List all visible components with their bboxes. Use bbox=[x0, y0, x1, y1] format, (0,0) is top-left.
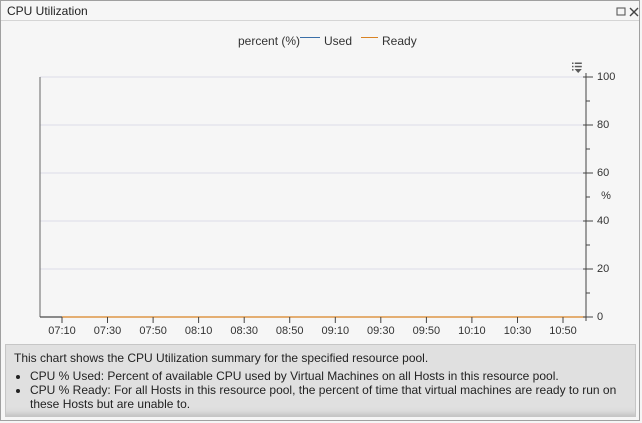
svg-text:10:50: 10:50 bbox=[549, 325, 577, 337]
svg-text:80: 80 bbox=[597, 119, 609, 131]
svg-text:07:10: 07:10 bbox=[48, 325, 76, 337]
svg-text:40: 40 bbox=[597, 215, 609, 227]
svg-text:07:50: 07:50 bbox=[139, 325, 167, 337]
svg-text:08:50: 08:50 bbox=[276, 325, 304, 337]
svg-text:09:50: 09:50 bbox=[413, 325, 441, 337]
svg-text:08:10: 08:10 bbox=[185, 325, 213, 337]
svg-text:10:30: 10:30 bbox=[504, 325, 532, 337]
svg-text:100: 100 bbox=[597, 71, 615, 83]
svg-text:%: % bbox=[601, 190, 611, 202]
svg-text:09:10: 09:10 bbox=[322, 325, 350, 337]
svg-text:20: 20 bbox=[597, 263, 609, 275]
svg-text:10:10: 10:10 bbox=[458, 325, 486, 337]
svg-text:07:30: 07:30 bbox=[94, 325, 122, 337]
svg-text:08:30: 08:30 bbox=[230, 325, 258, 337]
svg-text:09:30: 09:30 bbox=[367, 325, 395, 337]
svg-text:60: 60 bbox=[597, 167, 609, 179]
svg-text:0: 0 bbox=[597, 311, 603, 323]
